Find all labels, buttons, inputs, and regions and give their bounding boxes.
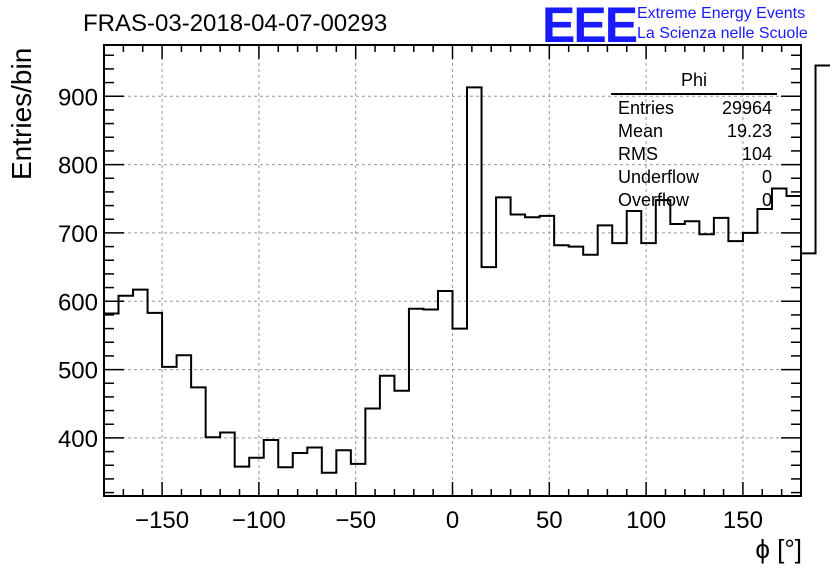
stats-label: Overflow — [618, 190, 690, 210]
logo-caption: Extreme Energy Events La Scienza nelle S… — [637, 4, 808, 44]
stats-label: Underflow — [618, 167, 700, 187]
chart-title: FRAS-03-2018-04-07-00293 — [83, 10, 388, 37]
x-axis-label: ϕ [°] — [755, 534, 802, 564]
stats-value: 0 — [761, 190, 772, 210]
stats-label: Mean — [618, 121, 664, 141]
y-tick-label: 900 — [58, 84, 98, 111]
x-tick-label: −50 — [335, 507, 376, 534]
histogram-line — [104, 64, 831, 474]
x-tick-label: 100 — [626, 507, 666, 534]
stats-value: 104 — [741, 144, 772, 164]
stats-value: 29964 — [721, 98, 772, 118]
stats-value: 0 — [761, 167, 772, 187]
x-tick-label: −100 — [232, 507, 286, 534]
logo-line-1: Extreme Energy Events — [637, 5, 806, 22]
stats-title: Phi — [611, 70, 777, 95]
eee-logo: EEE — [542, 0, 638, 53]
x-tick-label: 50 — [536, 507, 563, 534]
stats-row-underflow: Underflow 0 — [611, 166, 777, 189]
y-tick-label: 800 — [58, 153, 98, 180]
y-tick-label: 600 — [58, 289, 98, 316]
y-tick-label: 500 — [58, 358, 98, 385]
stats-row-rms: RMS 104 — [611, 143, 777, 166]
logo-line-2: La Scienza nelle Scuole — [637, 25, 808, 42]
axis-ticks: −150 −100 −50 0 50 100 150 400 500 600 700 800 900 — [58, 45, 802, 534]
stats-row-entries: Entries 29964 — [611, 97, 777, 120]
x-tick-label: 150 — [723, 507, 763, 534]
y-tick-label: 700 — [58, 221, 98, 248]
stats-row-mean: Mean 19.23 — [611, 120, 777, 143]
stats-row-overflow: Overflow 0 — [611, 189, 777, 212]
stats-value: 19.23 — [726, 121, 772, 141]
stats-box: Phi Entries 29964 Mean 19.23 RMS 104 Underf… — [611, 70, 777, 212]
x-tick-label: 0 — [446, 507, 459, 534]
y-axis-label: Entries/bin — [6, 47, 37, 180]
y-tick-label: 400 — [58, 426, 98, 453]
stats-label: RMS — [618, 144, 658, 164]
stats-label: Entries — [618, 98, 675, 118]
x-tick-label: −150 — [135, 507, 189, 534]
